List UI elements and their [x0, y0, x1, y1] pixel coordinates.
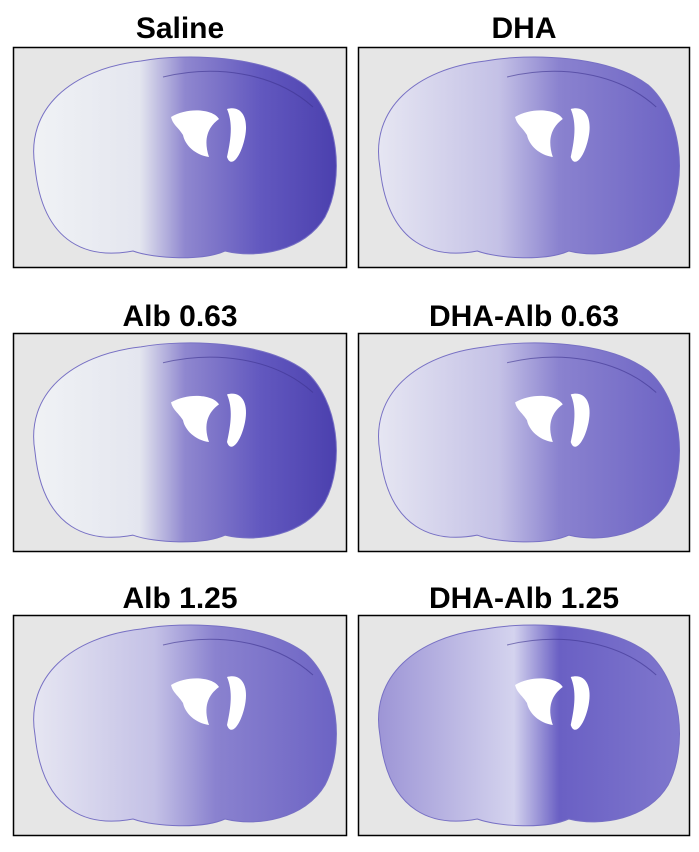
- panel: [357, 614, 691, 837]
- tissue: [378, 56, 680, 259]
- brain-section: [33, 56, 337, 259]
- tissue: [33, 624, 337, 827]
- panel-title: Alb 0.63: [122, 300, 237, 333]
- ventricle: [515, 393, 590, 447]
- brain-section: [378, 56, 680, 259]
- cortex-line: [162, 356, 314, 393]
- tissue: [378, 342, 680, 543]
- tissue: [33, 342, 337, 543]
- panel-title: DHA-Alb 0.63: [429, 300, 619, 333]
- panel-title: Alb 1.25: [122, 582, 237, 615]
- brain-section: [33, 624, 337, 827]
- brain-section: [378, 342, 680, 543]
- panel-grid: [12, 46, 691, 837]
- tissue: [33, 56, 337, 259]
- ventricle: [171, 393, 247, 447]
- panel-title: DHA: [492, 12, 557, 45]
- panel: [357, 46, 691, 269]
- brain-section: [378, 624, 680, 827]
- panel-title: DHA-Alb 1.25: [429, 582, 619, 615]
- tissue: [378, 624, 680, 827]
- panel-title: Saline: [136, 12, 224, 45]
- cortex-line: [506, 70, 657, 108]
- cortex-line: [506, 356, 657, 393]
- cortex-line: [162, 638, 314, 676]
- brain-section: [33, 342, 337, 543]
- ventricle: [515, 108, 590, 162]
- ventricle: [171, 108, 247, 162]
- panel: [12, 332, 348, 553]
- cortex-line: [506, 638, 657, 676]
- ventricle: [171, 676, 247, 730]
- panel: [357, 332, 691, 553]
- panel: [12, 46, 348, 269]
- panel: [12, 614, 348, 837]
- ventricle: [515, 676, 590, 730]
- cortex-line: [162, 70, 314, 108]
